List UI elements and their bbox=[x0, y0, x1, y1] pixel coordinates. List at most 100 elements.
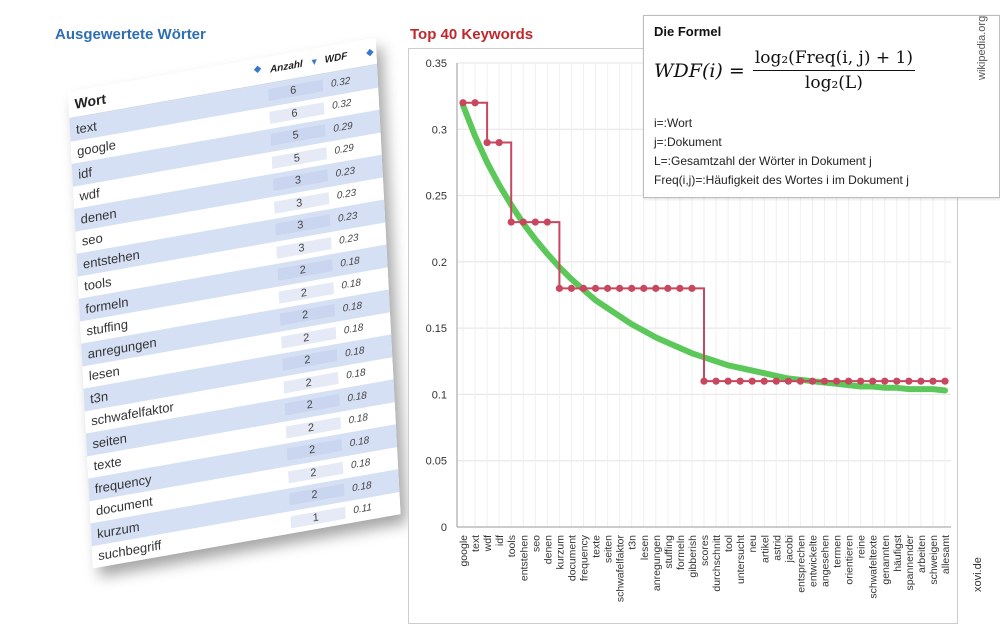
data-point bbox=[893, 377, 901, 385]
word-table: Wort ◆ Anzahl ▼ WDF ◆ text 6 0.32 google 6 0.… bbox=[68, 37, 401, 569]
x-tick-label: arbeiten bbox=[916, 535, 928, 573]
data-point bbox=[700, 377, 708, 385]
x-tick-label: durchschnitt bbox=[711, 535, 723, 592]
data-point bbox=[748, 377, 756, 385]
x-tick-label: anregungen bbox=[651, 535, 663, 591]
x-tick-label: texte bbox=[591, 535, 603, 558]
data-point bbox=[724, 377, 732, 385]
x-tick-label: untersucht bbox=[735, 535, 747, 584]
x-tick-label: tools bbox=[506, 535, 518, 557]
column-header-wdf[interactable]: WDF ◆ bbox=[324, 45, 374, 66]
formula-legend-line: L=:Gesamtzahl der Wörter in Dokument j bbox=[654, 154, 872, 168]
formula-box: Die Formel WDF(i) = log₂(Freq(i, j) + 1)… bbox=[643, 15, 1000, 198]
x-tick-label: entstehen bbox=[518, 535, 530, 581]
formula-title: Die Formel bbox=[654, 24, 722, 39]
x-tick-label: schwafeltexte bbox=[868, 535, 880, 599]
data-point bbox=[941, 377, 949, 385]
formula-equation: WDF(i) = log₂(Freq(i, j) + 1) log₂(L) bbox=[654, 48, 915, 93]
data-point bbox=[459, 99, 467, 107]
data-point bbox=[676, 284, 684, 292]
data-point bbox=[555, 284, 563, 292]
data-point bbox=[664, 284, 672, 292]
table-title: Ausgewertete Wörter bbox=[55, 26, 206, 43]
x-tick-label: lesen bbox=[639, 535, 651, 560]
x-tick-label: tool bbox=[723, 535, 735, 552]
data-point bbox=[495, 138, 503, 147]
x-tick-label: google bbox=[458, 535, 470, 567]
data-point bbox=[483, 138, 491, 147]
data-point bbox=[869, 377, 877, 385]
x-tick-label: neu bbox=[747, 535, 759, 553]
x-tick-label: spannender bbox=[904, 535, 916, 591]
data-point bbox=[640, 284, 648, 292]
formula-lhs: WDF(i) = bbox=[654, 59, 745, 82]
chart-title: Top 40 Keywords bbox=[410, 26, 534, 43]
data-point bbox=[531, 218, 539, 226]
cell-wdf: 0.11 bbox=[353, 502, 373, 517]
x-tick-label: frequency bbox=[579, 534, 591, 581]
data-point bbox=[507, 218, 515, 226]
x-tick-label: kurzum bbox=[554, 535, 566, 570]
x-tick-label: allesamt bbox=[940, 535, 952, 574]
data-point bbox=[616, 284, 624, 292]
y-tick-label: 0.15 bbox=[426, 323, 447, 335]
x-tick-label: termen bbox=[832, 535, 844, 568]
formula-fraction: log₂(Freq(i, j) + 1) log₂(L) bbox=[752, 48, 915, 93]
formula-legend-line: i=:Wort bbox=[654, 116, 693, 130]
x-tick-label: t3n bbox=[627, 535, 639, 550]
data-point bbox=[905, 377, 913, 385]
y-tick-label: 0.3 bbox=[432, 124, 447, 136]
data-point bbox=[772, 377, 780, 385]
x-tick-label: orientieren bbox=[844, 535, 856, 585]
sort-desc-icon[interactable]: ▼ bbox=[309, 55, 319, 67]
data-point bbox=[784, 377, 792, 385]
x-tick-label: stuffing bbox=[663, 535, 675, 569]
x-tick-label: idf bbox=[494, 535, 506, 546]
x-tick-label: seiten bbox=[603, 535, 615, 563]
x-tick-label: reine bbox=[856, 535, 868, 559]
data-point bbox=[845, 377, 853, 385]
y-tick-label: 0.05 bbox=[426, 456, 447, 468]
x-tick-label: entwickelte bbox=[807, 535, 819, 587]
cell-count: 1 bbox=[290, 506, 346, 529]
data-point bbox=[832, 377, 841, 385]
data-point bbox=[567, 284, 576, 292]
formula-denominator: log₂(L) bbox=[804, 73, 863, 93]
x-tick-label: artikel bbox=[759, 535, 771, 563]
x-tick-label: häufigst bbox=[892, 535, 904, 572]
x-tick-label: seo bbox=[530, 535, 542, 552]
formula-legend-line: j=:Dokument bbox=[654, 135, 722, 149]
data-point bbox=[519, 218, 527, 226]
sort-icon[interactable]: ◆ bbox=[366, 45, 374, 57]
x-tick-label: angesehen bbox=[820, 535, 832, 587]
data-point bbox=[881, 377, 889, 385]
data-point bbox=[796, 377, 804, 385]
y-tick-label: 0.35 bbox=[426, 58, 447, 70]
data-point bbox=[736, 377, 744, 385]
y-tick-label: 0 bbox=[441, 522, 447, 534]
y-tick-label: 0.25 bbox=[426, 191, 447, 203]
data-point bbox=[857, 377, 865, 385]
formula-numerator: log₂(Freq(i, j) + 1) bbox=[752, 48, 915, 71]
table-body: text 6 0.32 google 6 0.32 idf 5 0.29 wdf 5 0.29 dene… bbox=[69, 64, 401, 569]
data-point bbox=[929, 377, 937, 385]
data-point bbox=[808, 377, 817, 385]
data-point bbox=[652, 284, 660, 292]
y-tick-label: 0.1 bbox=[432, 389, 447, 401]
column-header-count[interactable]: Anzahl ▼ bbox=[269, 55, 319, 75]
data-point bbox=[917, 377, 925, 385]
formula-legend-line: Freq(i,j)=:Häufigkeit des Wortes i im Do… bbox=[654, 173, 909, 187]
x-tick-label: gibberish bbox=[687, 535, 699, 578]
x-tick-label: schwafelfaktor bbox=[615, 535, 627, 603]
data-point bbox=[591, 284, 600, 292]
data-point bbox=[688, 284, 696, 292]
data-point bbox=[471, 99, 479, 107]
x-tick-label: scores bbox=[699, 535, 711, 566]
data-point bbox=[604, 284, 612, 292]
x-tick-label: text bbox=[470, 535, 482, 552]
y-tick-label: 0.2 bbox=[432, 257, 447, 269]
sort-icon[interactable]: ◆ bbox=[253, 63, 262, 75]
x-tick-label: denen bbox=[542, 535, 554, 564]
data-point bbox=[628, 284, 636, 292]
x-tick-label: formeln bbox=[675, 535, 687, 570]
